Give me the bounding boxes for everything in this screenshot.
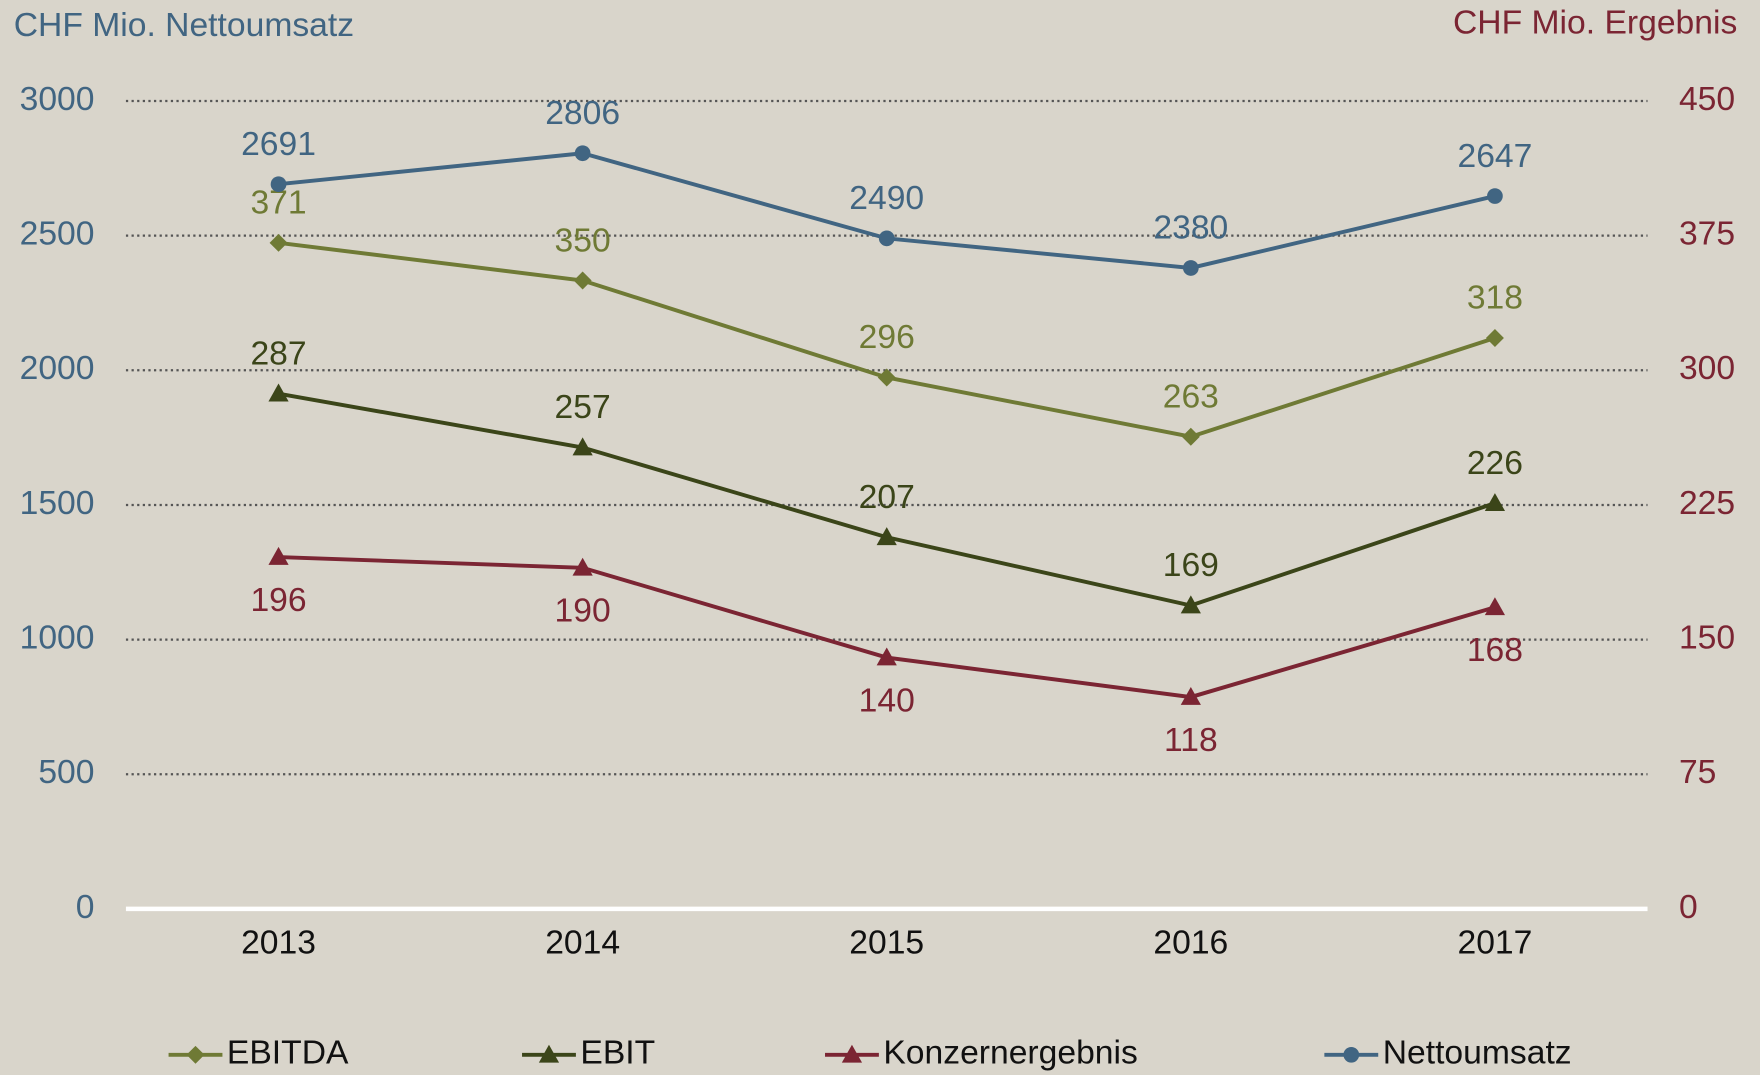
data-label: 118 bbox=[1164, 722, 1218, 759]
data-point bbox=[572, 437, 593, 456]
data-label: 168 bbox=[1467, 632, 1523, 669]
data-label: 287 bbox=[250, 335, 306, 372]
y-tick-label: 3000 bbox=[20, 81, 95, 118]
data-label: 169 bbox=[1163, 547, 1219, 584]
data-label: 2647 bbox=[1457, 138, 1532, 175]
y2-tick-label: 300 bbox=[1679, 350, 1735, 387]
x-tick-label: 2015 bbox=[849, 925, 924, 962]
y2-tick-label: 0 bbox=[1679, 889, 1698, 926]
data-point bbox=[1182, 260, 1199, 276]
data-label: 2490 bbox=[849, 180, 924, 217]
data-point bbox=[1487, 188, 1503, 204]
x-tick-label: 2017 bbox=[1457, 925, 1532, 962]
data-point bbox=[1180, 686, 1201, 705]
legend-label: Nettoumsatz bbox=[1383, 1035, 1572, 1072]
data-point bbox=[573, 271, 592, 290]
y-tick-label: 1000 bbox=[20, 620, 95, 657]
y2-axis-title: CHF Mio. Ergebnis bbox=[1453, 5, 1737, 42]
data-label: 257 bbox=[555, 389, 611, 426]
data-label: 196 bbox=[250, 582, 306, 619]
y2-tick-label: 450 bbox=[1679, 81, 1735, 118]
x-tick-label: 2014 bbox=[545, 925, 620, 962]
y-axis-title: CHF Mio. Nettoumsatz bbox=[14, 7, 354, 44]
data-point bbox=[270, 176, 287, 193]
data-point bbox=[878, 230, 895, 247]
data-point bbox=[1180, 595, 1201, 614]
data-point bbox=[876, 647, 897, 666]
legend-label: Konzernergebnis bbox=[883, 1035, 1137, 1072]
data-point bbox=[572, 557, 593, 576]
x-tick-label: 2016 bbox=[1153, 925, 1228, 962]
legend-label: EBIT bbox=[580, 1035, 655, 1072]
legend-marker bbox=[841, 1044, 863, 1063]
data-label: 350 bbox=[555, 222, 611, 259]
data-label: 2806 bbox=[545, 95, 620, 132]
y2-tick-label: 375 bbox=[1679, 216, 1735, 253]
data-point bbox=[1484, 493, 1506, 512]
y-tick-label: 500 bbox=[38, 754, 94, 791]
y2-tick-label: 75 bbox=[1679, 754, 1716, 791]
data-point bbox=[574, 145, 591, 162]
legend-marker bbox=[538, 1044, 560, 1063]
legend-marker bbox=[1343, 1046, 1360, 1063]
data-point bbox=[1181, 427, 1200, 446]
y2-tick-label: 225 bbox=[1679, 485, 1735, 522]
data-point bbox=[1485, 329, 1504, 347]
data-point bbox=[876, 527, 897, 546]
x-tick-label: 2013 bbox=[241, 925, 316, 962]
data-label: 2691 bbox=[241, 126, 316, 163]
data-point bbox=[877, 368, 896, 387]
y-tick-label: 2000 bbox=[20, 350, 95, 387]
data-point bbox=[268, 546, 289, 565]
data-label: 226 bbox=[1467, 445, 1523, 482]
data-label: 318 bbox=[1467, 280, 1523, 317]
data-label: 263 bbox=[1163, 378, 1219, 415]
legend-label: EBITDA bbox=[227, 1035, 349, 1072]
y-tick-label: 0 bbox=[76, 889, 95, 926]
data-label: 296 bbox=[859, 319, 915, 356]
y-tick-label: 2500 bbox=[20, 216, 95, 253]
y2-tick-label: 150 bbox=[1679, 620, 1735, 657]
data-label: 190 bbox=[555, 593, 611, 630]
data-label: 207 bbox=[859, 479, 915, 516]
data-label: 2380 bbox=[1153, 210, 1228, 247]
y-tick-label: 1500 bbox=[20, 485, 95, 522]
data-point bbox=[1484, 597, 1506, 616]
data-point bbox=[268, 383, 289, 402]
data-label: 140 bbox=[859, 682, 915, 719]
